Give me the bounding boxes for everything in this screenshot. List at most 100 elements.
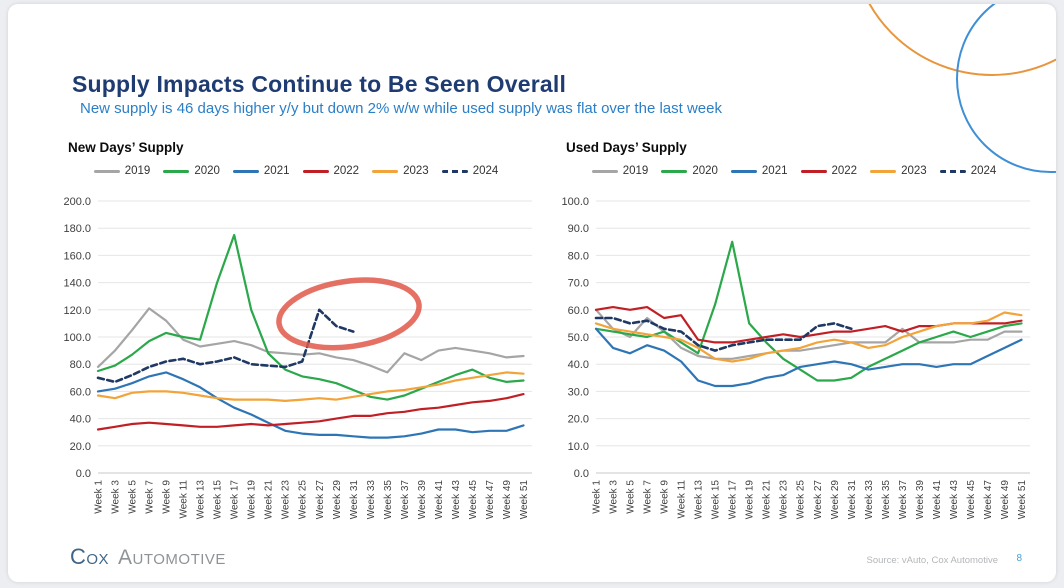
- legend-label-2021: 2021: [761, 165, 788, 177]
- legend-swatch-2024: [441, 169, 468, 173]
- legend-item-2024: 2024: [939, 165, 997, 177]
- legend-swatch-2021: [730, 169, 757, 173]
- series-line-2024: [594, 316, 853, 352]
- x-tick-label: Week 29: [830, 480, 841, 520]
- series-line-2019: [96, 307, 525, 374]
- y-tick-label: 90.0: [568, 223, 589, 235]
- y-tick-label: 160.0: [63, 250, 91, 262]
- x-tick-label: Week 25: [298, 480, 309, 520]
- page-title: Supply Impacts Continue to Be Seen Overa…: [72, 71, 567, 98]
- y-tick-label: 140.0: [63, 278, 91, 290]
- x-tick-label: Week 21: [264, 480, 275, 520]
- legend-item-2022: 2022: [302, 165, 360, 177]
- x-tick-label: Week 33: [864, 480, 875, 520]
- x-tick-label: Week 51: [519, 480, 530, 520]
- x-tick-label: Week 13: [694, 480, 705, 520]
- x-tick-label: Week 13: [196, 480, 207, 520]
- y-tick-label: 0.0: [574, 468, 589, 480]
- x-tick-label: Week 23: [281, 480, 292, 520]
- x-tick-label: Week 5: [626, 480, 637, 514]
- x-tick-label: Week 17: [230, 480, 241, 520]
- x-tick-label: Week 19: [247, 480, 258, 520]
- y-tick-label: 100.0: [63, 332, 91, 344]
- legend-swatch-2023: [372, 169, 399, 173]
- annotation-ellipse: [276, 277, 422, 351]
- x-tick-label: Week 1: [94, 480, 105, 514]
- y-tick-label: 20.0: [568, 414, 589, 426]
- logo-automotive-text: Automotive: [118, 546, 226, 569]
- y-tick-label: 60.0: [70, 386, 91, 398]
- y-tick-label: 10.0: [568, 441, 589, 453]
- x-tick-label: Week 37: [400, 480, 411, 520]
- x-tick-label: Week 9: [162, 480, 173, 514]
- y-tick-label: 180.0: [63, 223, 91, 235]
- x-tick-label: Week 39: [915, 480, 926, 520]
- series-line-2020: [594, 240, 1023, 382]
- y-tick-label: 80.0: [568, 250, 589, 262]
- cox-automotive-logo: Cox Automotive: [70, 544, 226, 570]
- legend-label-2019: 2019: [124, 165, 151, 177]
- chart-used-days-supply: Used Days’ Supply 2019 2020 2021 2022 2023 20…: [548, 140, 1040, 541]
- legend-swatch-2023: [870, 169, 897, 173]
- legend-label-2024: 2024: [970, 165, 997, 177]
- x-tick-label: Week 41: [434, 480, 445, 520]
- y-tick-label: 60.0: [568, 305, 589, 317]
- x-tick-label: Week 31: [349, 480, 360, 520]
- legend-label-2020: 2020: [692, 165, 718, 177]
- legend-item-2020: 2020: [163, 165, 220, 177]
- legend-used: 2019 2020 2021 2022 2023 2024: [548, 163, 1040, 179]
- y-tick-label: 40.0: [568, 359, 589, 371]
- legend-item-2024: 2024: [441, 165, 498, 177]
- y-tick-label: 70.0: [568, 278, 589, 290]
- x-tick-label: Week 47: [485, 480, 496, 520]
- legend-item-2022: 2022: [800, 165, 857, 177]
- legend-item-2019: 2019: [93, 165, 151, 177]
- legend-label-2023: 2023: [403, 165, 429, 177]
- x-tick-label: Week 45: [966, 480, 977, 520]
- chart-title-new: New Days’ Supply: [68, 140, 184, 155]
- page-number: 8: [1016, 553, 1022, 564]
- line-plot-used: 0.0 10.0 20.0 30.0 40.0 50.0 60.0 70.0 80.0 90.0 1…: [561, 196, 1030, 520]
- legend-label-2022: 2022: [333, 165, 360, 177]
- x-tick-label: Week 7: [145, 480, 156, 514]
- page-subtitle: New supply is 46 days higher y/y but dow…: [80, 100, 722, 117]
- x-tick-label: Week 45: [468, 480, 479, 520]
- legend-swatch-2020: [661, 169, 688, 173]
- x-tick-label: Week 23: [779, 480, 790, 520]
- legend-swatch-2019: [591, 169, 618, 173]
- legend-label-2019: 2019: [622, 165, 649, 177]
- legend-item-2021: 2021: [730, 165, 788, 177]
- legend-swatch-2024: [939, 169, 966, 173]
- x-tick-label: Week 25: [796, 480, 807, 520]
- legend-item-2023: 2023: [372, 165, 429, 177]
- x-tick-label: Week 43: [451, 480, 462, 520]
- line-plot-new: 0.0 20.0 40.0 60.0 80.0 100.0 120.0 140.0 160.0 1…: [63, 196, 532, 520]
- legend-label-2023: 2023: [901, 165, 927, 177]
- legend-swatch-2019: [93, 169, 120, 173]
- x-tick-label: Week 7: [643, 480, 654, 514]
- legend-item-2020: 2020: [661, 165, 718, 177]
- series-line-2023: [96, 371, 525, 402]
- series-line-2023: [594, 311, 1023, 363]
- series-line-2020: [96, 233, 525, 401]
- y-tick-label: 0.0: [76, 468, 91, 480]
- x-tick-label: Week 5: [128, 480, 139, 514]
- legend-item-2023: 2023: [870, 165, 927, 177]
- legend-swatch-2022: [302, 169, 329, 173]
- x-tick-label: Week 43: [949, 480, 960, 520]
- slide: Supply Impacts Continue to Be Seen Overa…: [8, 4, 1056, 582]
- x-tick-label: Week 15: [711, 480, 722, 520]
- series-line-2022: [96, 393, 525, 431]
- x-tick-label: Week 1: [592, 480, 603, 514]
- y-tick-label: 30.0: [568, 386, 589, 398]
- x-tick-label: Week 3: [111, 480, 122, 514]
- legend-item-2021: 2021: [232, 165, 290, 177]
- y-tick-label: 200.0: [63, 196, 91, 208]
- legend-new: 2019 2020 2021 2022 2023 2024: [50, 163, 542, 179]
- legend-swatch-2022: [800, 169, 827, 173]
- x-tick-label: Week 11: [677, 480, 688, 519]
- x-tick-label: Week 27: [813, 480, 824, 520]
- x-tick-label: Week 29: [332, 480, 343, 520]
- logo-cox-text: Cox: [70, 544, 110, 569]
- series-line-2021: [96, 371, 525, 439]
